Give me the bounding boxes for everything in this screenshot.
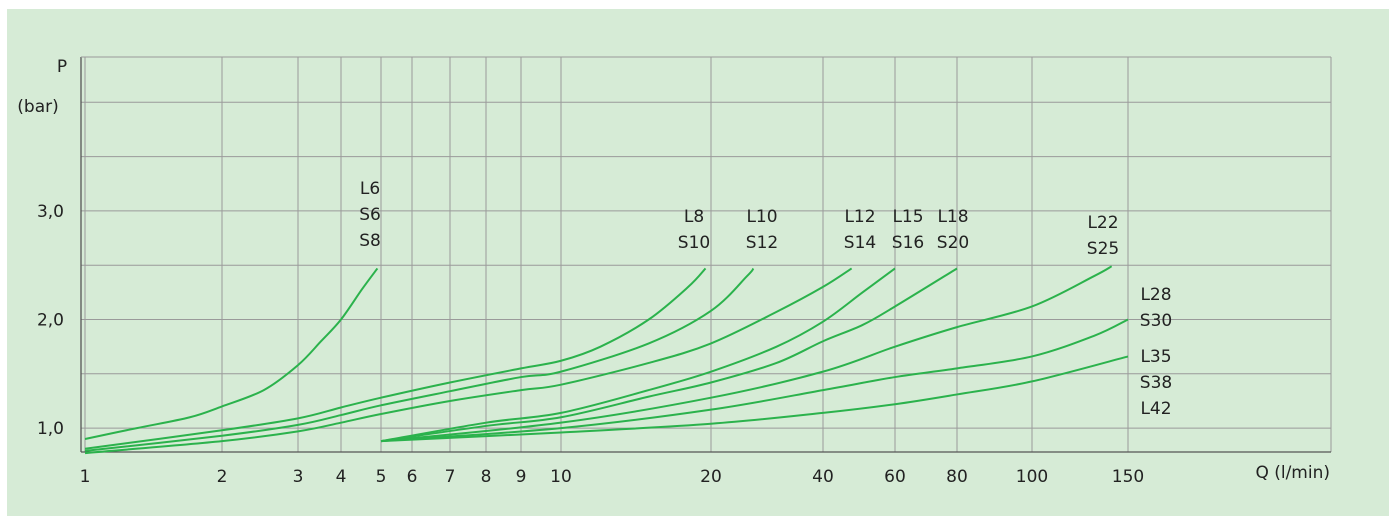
x-tick-label: 7 bbox=[445, 467, 456, 487]
series-label: L10 bbox=[746, 207, 777, 227]
x-tick-label: 6 bbox=[407, 467, 418, 487]
series-line bbox=[84, 267, 707, 450]
x-tick-label: 2 bbox=[217, 467, 228, 487]
series-label: L18 bbox=[937, 207, 968, 227]
x-tick-label: 20 bbox=[700, 467, 722, 487]
y-tick-label: 3,0 bbox=[37, 202, 64, 222]
series-line bbox=[84, 267, 755, 452]
series-line bbox=[84, 267, 853, 455]
series-line bbox=[84, 267, 379, 440]
x-tick-label: 100 bbox=[1016, 467, 1048, 487]
series-label: L22 bbox=[1087, 213, 1118, 233]
x-tick-label: 3 bbox=[293, 467, 304, 487]
series-label: S6 bbox=[359, 205, 381, 225]
x-tick-label: 150 bbox=[1112, 467, 1144, 487]
x-tick-label: 4 bbox=[336, 467, 347, 487]
series-labels: L6 S6 S8 L8 S10 L10 S12 L12 S14 L15 S16 L18 S20 L22 S2… bbox=[359, 179, 1172, 419]
x-tick-label: 8 bbox=[481, 467, 492, 487]
series-label: S12 bbox=[746, 233, 778, 253]
y-axis-unit: (bar) bbox=[17, 97, 58, 117]
series-label: L15 bbox=[892, 207, 923, 227]
series-line bbox=[380, 355, 1129, 443]
x-tick-label: 5 bbox=[376, 467, 387, 487]
x-tick-label: 1 bbox=[80, 467, 91, 487]
y-axis-label: P bbox=[57, 57, 67, 77]
series-label: S16 bbox=[892, 233, 924, 253]
series-line bbox=[380, 267, 896, 443]
series-label: L35 bbox=[1140, 347, 1171, 367]
series-label: S20 bbox=[937, 233, 969, 253]
series-label: S8 bbox=[359, 231, 381, 251]
series-label: S30 bbox=[1140, 311, 1172, 331]
grid bbox=[81, 57, 1331, 452]
x-axis-label: Q (l/min) bbox=[1255, 463, 1330, 483]
series-label: L28 bbox=[1140, 285, 1171, 305]
series-label: L12 bbox=[844, 207, 875, 227]
series-label: L8 bbox=[684, 207, 704, 227]
series-label: S10 bbox=[678, 233, 710, 253]
x-tick-label: 10 bbox=[550, 467, 572, 487]
series-group bbox=[84, 265, 1129, 455]
chart-background bbox=[7, 9, 1389, 516]
x-tick-label: 9 bbox=[516, 467, 527, 487]
series-label: L42 bbox=[1140, 399, 1171, 419]
series-line bbox=[380, 267, 958, 443]
series-label: S25 bbox=[1087, 239, 1119, 259]
series-line bbox=[380, 265, 1113, 443]
x-tick-label: 80 bbox=[946, 467, 968, 487]
series-line bbox=[380, 318, 1129, 443]
y-tick-label: 2,0 bbox=[37, 311, 64, 331]
x-tick-label: 60 bbox=[884, 467, 906, 487]
y-tick-label: 1,0 bbox=[37, 419, 64, 439]
series-label: S14 bbox=[844, 233, 876, 253]
x-tick-label: 40 bbox=[812, 467, 834, 487]
series-label: S38 bbox=[1140, 373, 1172, 393]
axes: P (bar) 1,0 2,0 3,0 1 2 3 4 5 6 7 8 9 10 20 40 60 80 100 150… bbox=[17, 56, 1332, 487]
series-label: L6 bbox=[360, 179, 380, 199]
